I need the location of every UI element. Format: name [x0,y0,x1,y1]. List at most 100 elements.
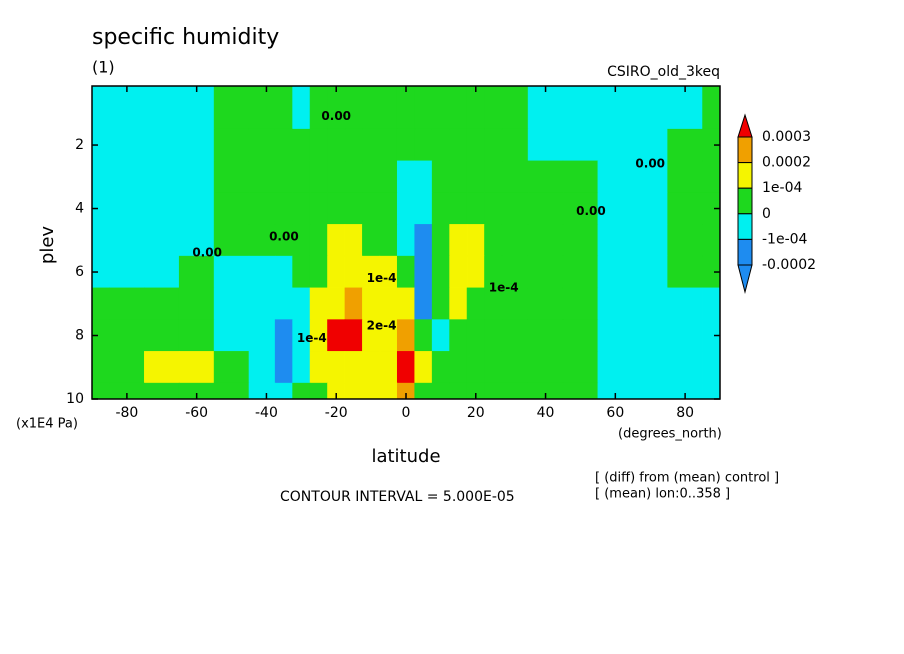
contour-cell [466,192,485,225]
contour-cell [484,85,503,130]
contour-cell [344,287,363,320]
contour-cell [562,287,599,320]
colorbar-label: 1e-04 [762,180,802,196]
contour-cell [144,160,180,193]
contour-cell [484,224,503,257]
contour-cell [632,287,668,320]
contour-cell [632,255,668,289]
contour-cell [396,319,416,352]
contour-cell [667,287,703,320]
contour-cell [527,192,564,225]
contour-label: 0.00 [192,245,222,259]
contour-cell [414,128,433,162]
contour-cell [414,85,433,130]
contour-cell [91,224,110,257]
contour-cell [274,192,293,225]
contour-cell [213,160,250,193]
contour-cell [327,319,346,352]
contour-cell [178,160,215,193]
contour-cell [292,382,311,400]
contour-cell [466,255,485,289]
contour-cell [213,382,250,400]
colorbar-box [737,136,753,164]
contour-cell [396,128,416,162]
contour-cell [178,351,215,384]
contour-label: 1e-4 [367,271,397,285]
contour-cell [309,128,328,162]
contour-cell [91,351,110,384]
contour-cell [632,192,668,225]
contour-cell [501,85,529,130]
contour-cell [292,85,311,130]
contour-cell [667,85,703,130]
contour-cell [597,224,634,257]
contour-cell [431,319,450,352]
contour-cell [466,128,485,162]
contour-cell [274,351,293,384]
contour-cell [449,319,468,352]
contour-cell [597,85,634,130]
contour-cell [144,382,180,400]
contour-cell [484,192,503,225]
contour-label: 1e-4 [489,280,519,294]
y-tick-label: 10 [66,391,84,407]
contour-cell [431,382,450,400]
contour-cell [362,351,381,384]
contour-cell [449,128,468,162]
x-tick-label: 20 [467,405,485,421]
contour-cell [597,160,634,193]
contour-cell [501,160,529,193]
contour-cell [702,224,721,257]
colorbar-label: 0.0003 [762,129,811,145]
contour-cell [449,287,468,320]
y-tick-label: 6 [75,264,84,280]
x-tick-label: 60 [606,405,624,421]
contour-cell [144,85,180,130]
contour-cell [597,319,634,352]
contour-cell [597,255,634,289]
contour-cell [144,224,180,257]
contour-cell [144,255,180,289]
contour-cell [379,160,398,193]
contour-cell [309,160,328,193]
contour-cell [327,351,346,384]
contour-cell [431,160,450,193]
contour-cell [501,192,529,225]
contour-cell [344,192,363,225]
contour-cell [362,85,381,130]
contour-cell [396,351,416,384]
contour-cell [702,85,721,130]
x-tick-label: 40 [537,405,555,421]
contour-cell [327,192,346,225]
contour-cell [109,160,145,193]
contour-cell [91,85,110,130]
contour-cell [379,287,398,320]
contour-cell [414,192,433,225]
chart-title: specific humidity [92,25,279,50]
contour-cell [431,287,450,320]
contour-cell [292,128,311,162]
contour-cell [527,351,564,384]
contour-cell [362,128,381,162]
contour-cell [109,85,145,130]
contour-cell [562,319,599,352]
contour-cell [501,351,529,384]
contour-cell [327,128,346,162]
contour-cell [562,160,599,193]
contour-cell [466,224,485,257]
contour-cell [274,128,293,162]
contour-cell [292,192,311,225]
contour-cell [309,255,328,289]
contour-cell [527,160,564,193]
contour-cell [91,160,110,193]
x-axis-label: latitude [371,446,440,467]
contour-cell [109,128,145,162]
chart-subtitle: (1) [92,58,115,77]
contour-cell [396,192,416,225]
x-tick-label: -40 [255,405,278,421]
contour-cell [274,382,293,400]
y-tick-label: 2 [75,137,84,153]
colorbar-triangle [737,113,753,138]
colorbar-box [737,162,753,189]
contour-cell [449,160,468,193]
